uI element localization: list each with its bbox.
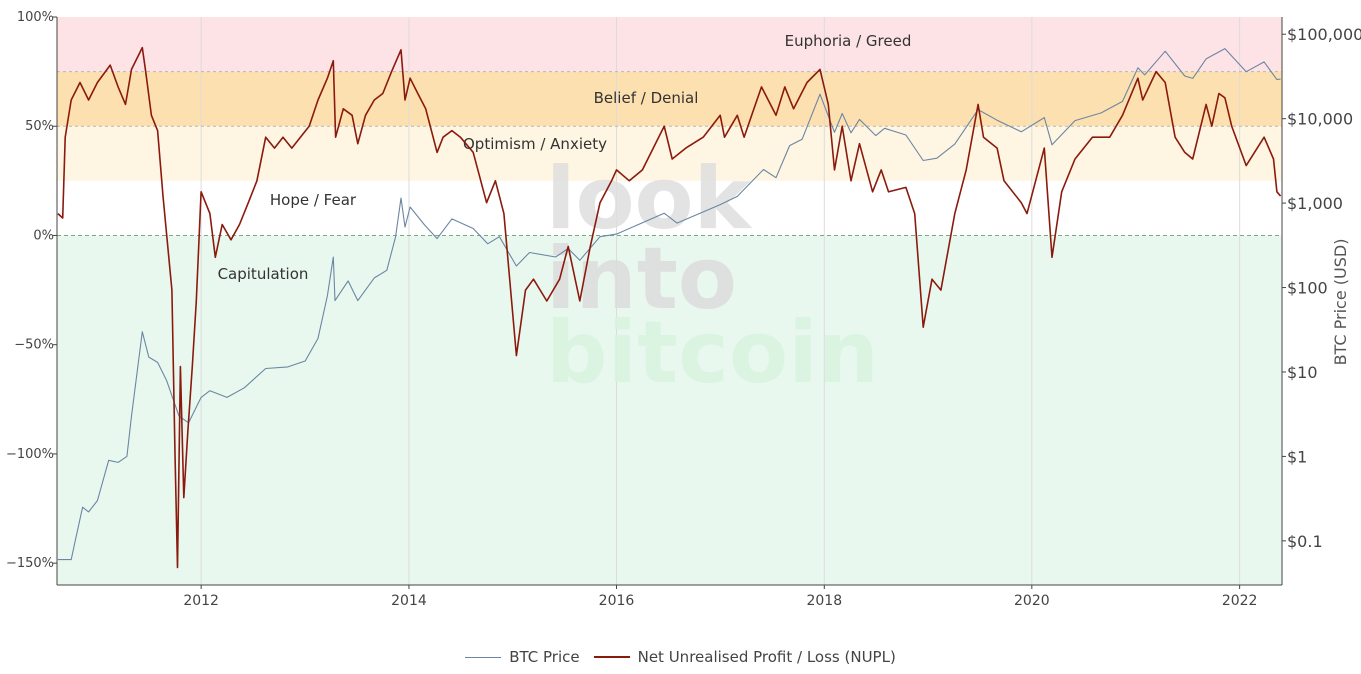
x-tick-label: 2014 <box>391 593 427 609</box>
zone-label-capitulation: Capitulation <box>218 265 309 283</box>
legend-swatch-btc-price <box>465 656 502 658</box>
zone-bands <box>57 17 1282 585</box>
zone-band-capitulation <box>57 235 1282 585</box>
zone-label-belief-denial: Belief / Denial <box>594 89 699 107</box>
right-tick-label: $10 <box>1287 363 1318 382</box>
left-tick-label: −150% <box>6 556 54 571</box>
series-line-btc-price <box>57 48 1281 561</box>
x-tick-label: 2016 <box>599 593 635 609</box>
watermark-word: bitcoin <box>546 303 879 403</box>
x-tick-label: 2012 <box>183 593 219 609</box>
right-tick-label: $0.1 <box>1287 532 1323 551</box>
series-lines <box>57 46 1282 569</box>
zone-labels: Euphoria / Greed Belief / Denial Optimism … <box>218 32 912 283</box>
right-tick-label: $1,000 <box>1287 194 1343 213</box>
legend-swatch-nupl <box>593 656 630 658</box>
right-tick-label: $10,000 <box>1287 110 1353 129</box>
legend-label-nupl: Net Unrealised Profit / Loss (NUPL) <box>637 648 896 666</box>
x-tick-label: 2022 <box>1222 593 1258 609</box>
zone-label-optimism-anxiety: Optimism / Anxiety <box>463 135 607 153</box>
right-tick-label: $1 <box>1287 447 1307 466</box>
zone-band-belief-denial <box>57 71 1282 127</box>
x-tick-label: 2020 <box>1014 593 1050 609</box>
legend-item-btc-price[interactable]: BTC Price <box>465 648 580 666</box>
x-tick-label: 2018 <box>806 593 842 609</box>
grid-lines <box>57 17 1282 585</box>
watermark-word: into <box>546 229 737 329</box>
zone-band-euphoria-greed <box>57 17 1282 72</box>
left-tick-label: −50% <box>14 338 54 353</box>
legend-item-nupl[interactable]: Net Unrealised Profit / Loss (NUPL) <box>593 648 896 666</box>
right-tick-label: $100,000 <box>1287 25 1361 44</box>
left-tick-label: 100% <box>17 10 54 25</box>
legend-label-btc-price: BTC Price <box>509 648 580 666</box>
left-tick-label: 50% <box>25 119 54 134</box>
zone-band-hope-fear <box>57 180 1282 236</box>
right-tick-label: $100 <box>1287 279 1328 298</box>
right-axis-title: BTC Price (USD) <box>1331 239 1350 366</box>
left-tick-label: 0% <box>33 228 54 243</box>
legend: BTC Price Net Unrealised Profit / Loss (… <box>0 648 1361 666</box>
zone-label-hope-fear: Hope / Fear <box>270 191 357 209</box>
series-line-net-unrealised-profit-loss-nupl <box>57 46 1282 569</box>
zone-label-euphoria-greed: Euphoria / Greed <box>785 32 912 50</box>
zone-band-optimism-anxiety <box>57 126 1282 181</box>
left-tick-label: −100% <box>6 447 54 462</box>
watermark-word: look <box>546 149 753 249</box>
axes: 100% 50% 0% −50% −100% −150% $100,000 $10,000 $1… <box>6 10 1361 609</box>
